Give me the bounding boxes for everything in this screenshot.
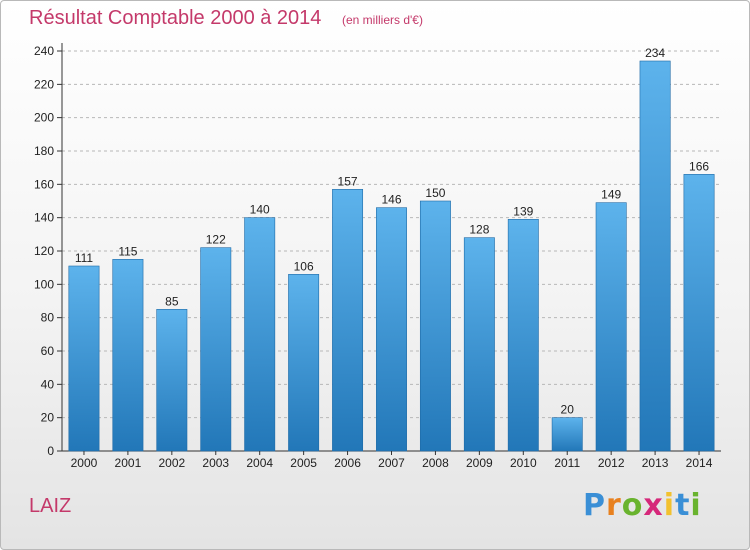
bar: [68, 265, 100, 452]
y-tick-label: 200: [34, 111, 54, 125]
logo-letter: i: [690, 488, 702, 523]
bar: [376, 207, 407, 452]
data-label: 150: [425, 186, 445, 200]
logo-letter: x: [643, 488, 664, 523]
y-tick-label: 160: [34, 177, 54, 191]
logo-letter: t: [675, 488, 691, 523]
data-label: 140: [250, 203, 270, 217]
x-tick-label: 2009: [466, 456, 493, 470]
data-label: 157: [338, 174, 358, 188]
bar: [200, 247, 232, 452]
data-label: 234: [645, 46, 665, 60]
data-label: 166: [689, 159, 709, 173]
bar: [463, 237, 495, 452]
data-label: 149: [601, 188, 621, 202]
chart-subtitle: (en milliers d'€): [342, 13, 423, 27]
x-tick-label: 2002: [158, 456, 185, 470]
y-tick-label: 60: [41, 344, 55, 358]
proxiti-logo: Proxiti: [583, 488, 702, 523]
y-tick-label: 140: [34, 211, 54, 225]
x-tick-label: 2011: [554, 456, 580, 470]
bar: [595, 202, 627, 452]
bar: [112, 259, 144, 452]
data-label: 128: [469, 223, 489, 237]
y-tick-label: 180: [34, 144, 54, 158]
x-tick-label: 2001: [115, 456, 142, 470]
data-label: 139: [513, 204, 533, 218]
bar: [551, 417, 583, 452]
y-tick-label: 80: [41, 311, 55, 325]
bar: [332, 189, 364, 452]
logo-letter: r: [606, 488, 622, 523]
bar: [288, 274, 320, 452]
x-tick-label: 2010: [510, 456, 537, 470]
logo-letter: P: [583, 488, 606, 523]
x-tick-label: 2005: [290, 456, 317, 470]
bar: [156, 309, 188, 452]
y-tick-label: 240: [34, 44, 54, 58]
x-tick-label: 2006: [334, 456, 361, 470]
data-label: 122: [206, 233, 226, 247]
place-name: LAIZ: [29, 495, 72, 517]
y-tick-label: 40: [41, 377, 55, 391]
y-tick-label: 100: [34, 277, 54, 291]
bar: [683, 174, 715, 452]
x-tick-label: 2008: [422, 456, 449, 470]
data-label: 106: [294, 259, 314, 273]
bar: [507, 219, 539, 452]
y-tick-label: 0: [47, 444, 54, 458]
y-tick-label: 220: [34, 77, 54, 91]
y-tick-label: 120: [34, 244, 54, 258]
bar: [244, 217, 276, 452]
x-tick-label: 2012: [598, 456, 625, 470]
y-tick-label: 20: [41, 411, 55, 425]
chart-title: Résultat Comptable 2000 à 2014: [29, 7, 322, 29]
data-label: 115: [118, 244, 137, 258]
bar: [419, 200, 451, 452]
x-tick-label: 2004: [246, 456, 273, 470]
bar: [639, 60, 671, 452]
data-label: 111: [75, 251, 94, 265]
logo-letter: o: [621, 488, 644, 523]
x-tick-label: 2014: [686, 456, 713, 470]
logo-letter: i: [663, 488, 676, 523]
data-label: 85: [165, 294, 179, 308]
x-tick-label: 2007: [378, 456, 405, 470]
data-label: 20: [561, 403, 575, 417]
data-label: 146: [381, 193, 401, 207]
x-tick-label: 2000: [71, 456, 98, 470]
x-tick-label: 2003: [202, 456, 229, 470]
x-tick-label: 2013: [642, 456, 669, 470]
